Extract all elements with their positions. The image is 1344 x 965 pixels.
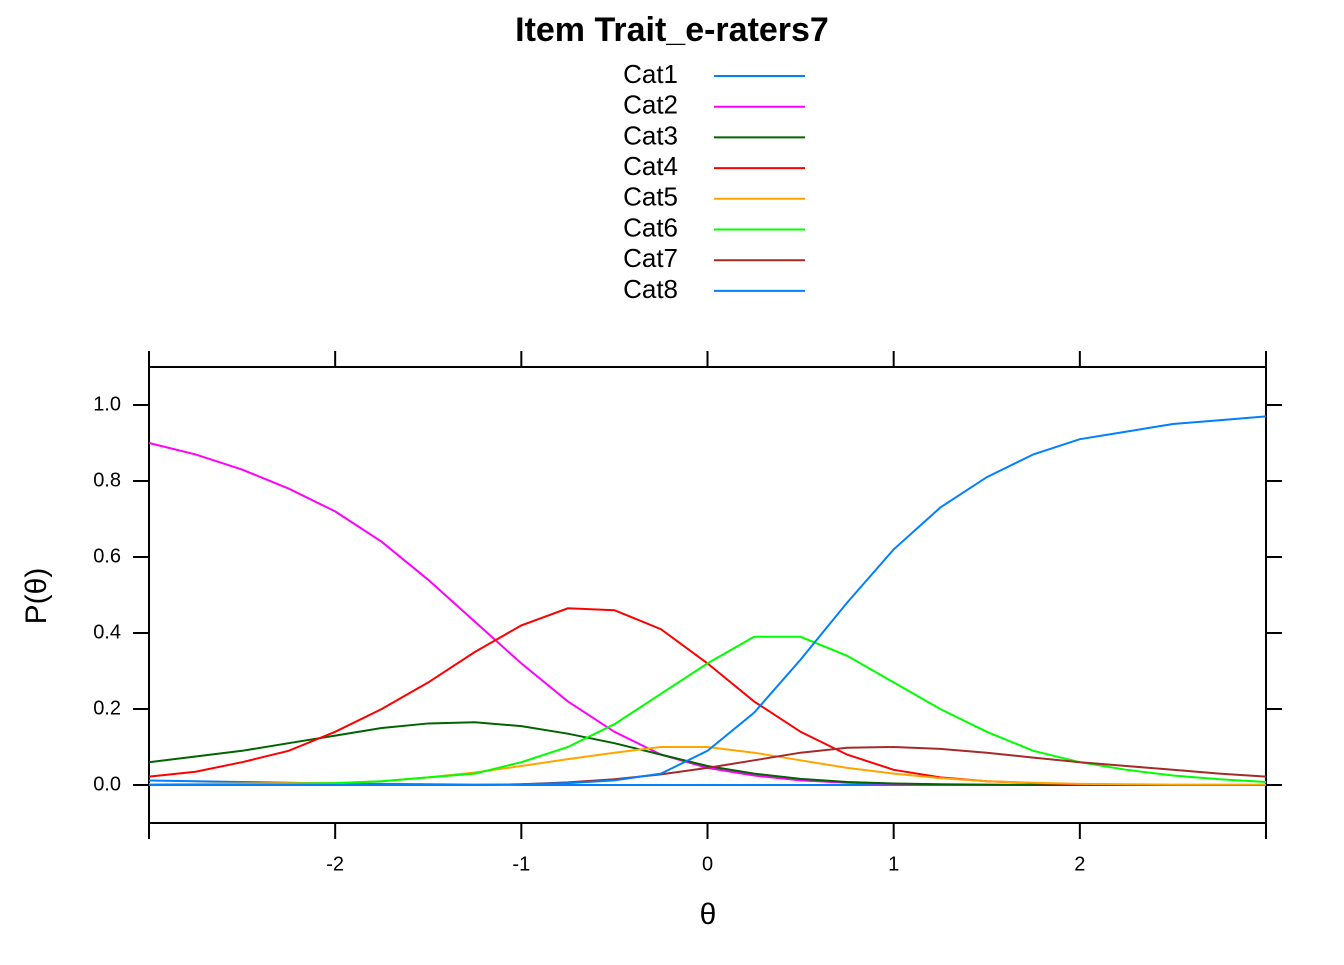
y-tick-label: 0.6: [93, 545, 121, 567]
x-tick-label: -2: [326, 853, 344, 875]
legend-label: Cat6: [623, 212, 678, 242]
x-tick-label: -1: [512, 853, 530, 875]
legend-label: Cat5: [623, 182, 678, 212]
y-tick-label: 0.0: [93, 773, 121, 795]
series-line: [148, 721, 1266, 786]
x-tick-label: 2: [1074, 853, 1085, 875]
legend-label: Cat1: [623, 59, 678, 89]
legend-label: Cat2: [623, 90, 678, 120]
x-tick-label: 1: [888, 853, 899, 875]
legend-label: Cat3: [623, 120, 678, 150]
y-axis-label: P(θ): [20, 568, 53, 625]
series-line: [149, 415, 1267, 786]
y-tick-label: 0.8: [93, 469, 121, 491]
x-tick-label: 0: [702, 853, 713, 875]
y-tick-label: 0.2: [93, 697, 121, 719]
legend-label: Cat4: [623, 151, 678, 181]
legend-label: Cat8: [623, 274, 678, 304]
series-line: [148, 607, 1266, 786]
series-line: [148, 442, 1266, 786]
y-tick-label: 0.4: [93, 621, 121, 643]
x-axis-label: θ: [700, 898, 717, 931]
legend-label: Cat7: [623, 243, 678, 273]
chart-title: Item Trait_e-raters7: [515, 11, 829, 49]
y-tick-label: 1.0: [93, 393, 121, 415]
